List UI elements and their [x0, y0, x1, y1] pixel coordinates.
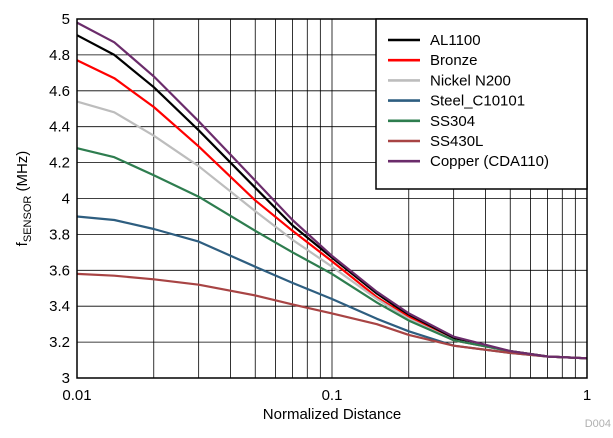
- y-tick-label: 5: [62, 11, 70, 28]
- legend-label: Copper (CDA110): [430, 153, 549, 170]
- y-tick-label: 4: [62, 191, 70, 208]
- x-axis-label: Normalized Distance: [263, 406, 401, 423]
- code-label: D004: [585, 418, 611, 430]
- plot-lines: [76, 21, 588, 360]
- y-axis-label: fSENSOR (MHz): [14, 151, 34, 247]
- legend: AL1100 Bronze Nickel N200 Steel_C10101 SS304…: [375, 18, 588, 190]
- legend-label: Bronze: [430, 52, 478, 69]
- y-axis-label-sub: SENSOR: [22, 196, 34, 243]
- y-tick-label: 4.8: [49, 47, 70, 64]
- series-line: [76, 21, 588, 360]
- legend-label: Steel_C10101: [430, 93, 525, 110]
- y-tick-label: 4.6: [49, 83, 70, 100]
- y-axis-label-unit: (MHz): [14, 151, 31, 196]
- legend-label: Nickel N200: [430, 72, 511, 89]
- y-tick-label: 3.8: [49, 226, 70, 243]
- x-tick-label: 0.1: [322, 387, 343, 404]
- y-tick-label: 3: [62, 370, 70, 387]
- y-axis-label-main: f: [14, 241, 31, 246]
- y-tick-label: 3.4: [49, 298, 70, 315]
- plot-frame: [76, 18, 588, 379]
- y-tick-label: 3.6: [49, 262, 70, 279]
- y-tick-label: 4.2: [49, 155, 70, 172]
- y-tick-label: 3.2: [49, 334, 70, 351]
- x-tick-label: 0.01: [62, 387, 91, 404]
- y-tick-label: 4.4: [49, 119, 70, 136]
- legend-items: AL1100 Bronze Nickel N200 Steel_C10101 SS304…: [388, 32, 549, 170]
- legend-label: AL1100: [430, 32, 481, 49]
- x-tick-label: 1: [583, 387, 591, 404]
- legend-label: SS430L: [430, 133, 483, 150]
- tick-labels: 3 3.2 3.4 3.6 3.8 4 4.2 4.4 4.6 4.8 5 0.01 0.1 1: [49, 11, 591, 404]
- series-line: [76, 272, 588, 360]
- legend-label: SS304: [430, 113, 475, 130]
